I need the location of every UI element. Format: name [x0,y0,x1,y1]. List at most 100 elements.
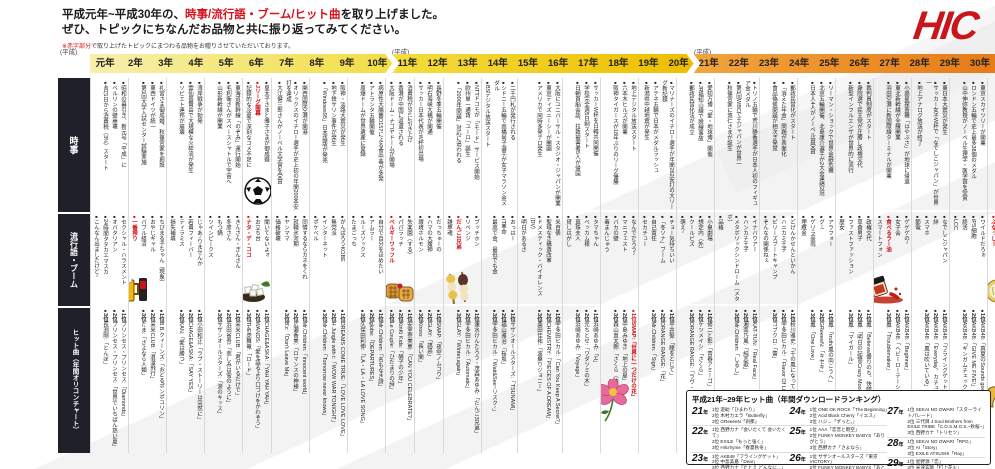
timeline-item: 一番搾り [130,214,138,304]
timeline-item: ファストファッション [846,214,854,304]
timeline-item: ツインピークス [206,214,214,304]
timeline-item: JR福知山線で脱線事故 [696,80,704,210]
ranking-song-line: 1位 西野カナ「会いたくて 会いたくて」 [712,427,786,439]
timeline-item: 2位AKB48:「Everyday、カチューシャ」 [931,308,939,451]
timeline-item: 1位速水けんたろう・茂森あゆみ:「だんご3兄弟」 [472,308,480,451]
year-header: 24年 [789,58,810,69]
cell-jiji: 礼宮さま御成婚、秋篠宮家を創設東西ドイツが統一第1回大学入試センター試験実施 [129,78,166,212]
timeline-item: がんばろうKOBE [338,214,346,304]
year-header: 9年 [339,58,355,69]
timeline-item: 1位嵐:「truth/風の向こうへ」 [826,308,834,451]
timeline-item: 皇太子さまと雅子さまが御成婚 [262,80,270,210]
year-column: 長野冬季五輪開催明石海峡大橋が開通サッカー日本代表がW杯初出場だっちゅーのハマの… [415,78,444,453]
timeline-item: 郵政民営化法が成立 [687,80,695,210]
timeline-item: 2位中島みゆき:「地上の星」 [620,308,628,451]
cell-jiji: 大阪にユニバーサル・スタジオ・ジャパンが開業東京ディズニーシーが開園アメリカで同… [518,78,562,212]
timeline-item: 品格 [716,214,724,304]
cell-jiji: サッカーW杯を日韓共同開催学校完全週5日制スタート日朝首脳会談、拉致被害者5人が… [563,78,600,212]
cell-hit: 1位SMAP:「夜空ノムコウ」2位GLAY:「誘惑」3位Kiroro:「長い間」 [415,306,443,451]
cell-hit: 1位CHAGE&ASKA:「YAH YAH YAH」2位WANDS:「愛を語るよ… [243,306,271,451]
timeline-item: ベルリンの壁崩壊 [110,80,118,210]
year-column: サッカーW杯を日韓共同開催学校完全週5日制スタート日朝首脳会談、拉致被害者5人が… [563,78,601,453]
ranking-songs: 1位 SEKAI NO OWARI「RPG」 2位 AI「Story」 3位 EXI… [907,439,973,456]
cell-hit: 1位Mr.Children:「innocent world」2位広瀬香美:「ロマ… [272,306,309,451]
cell-ryu: なでしこジャパン絆スマホ節電 [912,212,949,306]
intro-text: 平成元年~平成30年の、時事/流行語・ブーム/ヒット曲を取り上げました。 ぜひ、… [62,8,444,38]
year-header: 29年 [939,58,960,69]
ranking-column: 21年 1位 遊助「ひまわり」 2位 木村カエラ「Butterfly」 3位 GRee… [692,406,790,469]
cell-ryu: ブッチホンリベンジだんご3兄弟雑草魂 [444,212,481,306]
cell-hit: 1位Mr.Children:「名もなき詩」2位globe:「DEPARTURES… [348,306,385,451]
ranking-song-line: 3位 西野カナ「トリセツ」 [907,430,962,436]
timeline-item: 長野冬季五輪開催 [434,80,442,210]
cell-hit: 1位プリンセス・プリンセス:「Diamonds」2位プリンセス・プリンセス:「世… [91,306,128,451]
ranking-year: 26年 [789,452,806,464]
timeline-item: Jリーグ開幕 [253,80,261,210]
year-header: 8年 [309,58,325,69]
timeline-item: シドニー五輪で高橋尚子選手が女子マラソン金メダル [492,80,507,210]
timeline-item: ポケベル [311,214,319,304]
timeline-item: 1位B.B.クィーンズ:「おどるポンポコリン」 [157,308,165,451]
year-column: 東海道新幹線「のぞみ」運行開始毛利衛さんがスペースシャトルで宇宙へ山形新幹線が開… [205,78,243,453]
timeline-item: 真珠夫人 [573,214,581,304]
timeline-item: イナバウアー [750,214,758,304]
ranking-year: 27年 [887,406,904,417]
cell-hit: 1位嵐:「Believe/曇りのち、快晴」2位嵐:「明日の記憶/Crazy Mo… [836,306,873,451]
cell-ryu: 政権交代草食男子ファストファッション歴女 [836,212,873,306]
cell-ryu: だっちゅーのハマの大魔神環境ホルモン [415,212,443,306]
timeline-item: もつ鍋 [215,214,223,304]
timeline-item: 3位コブクロ:「蕾」 [770,308,778,451]
timeline-item: 2位globe:「DEPARTURES」 [367,308,375,451]
ranking-entry: 22年 1位 西野カナ「会いたくて 会いたくて」 2位 EXILE「もっと強く」 3位… [692,425,790,451]
ranking-year: 24年 [789,406,806,417]
timeline-item: 1位CHAGE&ASKA:「YAH YAH YAH」 [262,308,270,451]
ranking-song-line: 2位 米津玄師「打上花火」 [907,465,962,469]
download-ranking-title: 平成21年~29年ヒット曲（年間ダウンロードランキング） [692,395,886,404]
timeline-item: 大阪にユニバーサル・スタジオ・ジャパンが開業 [553,80,561,210]
timeline-item: ヤンママ [282,214,290,304]
ranking-song-line: 3位 GReeeeN「刹那」 [712,418,760,424]
timeline-item: たまごっち [349,214,357,304]
ranking-songs: 1位 星野源「恋」2位 米津玄師「打上花火」3位 ONE OK ROCK「Whe… [907,459,985,469]
cell-hit: 1位平井堅:「瞳をとじて」2位ORANGE RANGE:「花」3位Mr.Chil… [639,306,676,451]
ranking-year: 25年 [789,426,806,438]
timeline-item: 二千円札が発行される [508,80,516,210]
year-header: 30年 [969,58,990,69]
timeline-item: 節電 [913,214,921,304]
timeline-item: 2位GReeeeN:「キセキ」 [817,308,825,451]
cell-hit: 1位秋川雅史:「千の風になって」2位宇多田ヒカル:「Flavor Of Life… [760,306,797,451]
year-column: 消費税が5%に引き上げ香港が中国に返還される大阪ドーム・ナゴヤドームが開場失楽園… [386,78,415,453]
year-column: 裁判員制度がスタート衆院選で民主党が圧勝し政権交代新型インフルエンザが世界的に流… [836,78,874,453]
timeline-item: 「2000年問題」対応に追われる [454,80,462,210]
timeline-item: 萌え~ [678,214,686,304]
timeline-item: 3位サザンオールスターズ:「涙のキッス」 [215,308,223,451]
timeline-item: きんさん・ぎんさん [233,214,241,304]
timeline-item: 2位GLAY:「誘惑」 [425,308,433,451]
timeline-item: 1位秋川雅史:「千の風になって」 [788,308,796,451]
timeline-item: 3位嵐:「マイガール」 [846,308,854,451]
intro-line1-suffix: を取り上げました。 [340,9,445,21]
timeline-item: 2位浜田省吾:「悲しみは雪のように」 [224,308,232,451]
timeline-item: サッカー日本代表がW杯初出場 [416,80,424,210]
timeline-item: ベルギーワッフル [387,214,395,304]
year-header: 20年 [668,58,689,69]
year-column: 昭和の幕引き、新元号「平成」にベルリンの壁崩壊4月1日から消費税（3%）スタート… [90,78,129,453]
timeline-item: 4月1日から消費税（3%）スタート [101,80,109,210]
timeline-item: 原爆ドームが世界遺産に登録 [358,80,366,210]
nata-de-coco-icon [243,278,271,304]
cell-ryu: ワイルドだろぉiPS細胞終活LCC [950,212,987,306]
dango-skewer-icon [444,270,472,304]
timeline-item: 2位宇多田ヒカル:「Automatic」 [463,308,471,451]
timeline-item: 学校完全週5日制スタート [582,80,590,210]
cell-hit: 1位B.B.クィーンズ:「おどるポンポコリン」2位米米CLUB:「浪漫飛行」3位… [129,306,166,451]
year-bar-segment: 元年 2年 3年 4年 5年 6年 7年 8年 9年 10年 [90,54,392,73]
year-column: 関西国際空港が開港オリックスのイチロー選手が史上初の年間200本安打を達成大江健… [272,78,310,453]
year-column: 地上デジタル放送スタート六本木ヒルズが開業阪神タイガースが18年ぶりのリーグ優勝… [601,78,639,453]
year-column: 病原性大腸菌O157による食中毒が多発アトランタ五輪開催原爆ドームが世界遺産に登… [348,78,386,453]
year-header-bar: 元年 2年 3年 4年 5年 6年 7年 8年 9年 10年 11年 12年 13年 14年 15年 16年 1… [90,54,995,73]
timeline-item: 米百俵 [553,214,561,304]
cell-ryu: 聞いてないよォお立ち台ナタ・デ・ココ [243,212,271,306]
timeline-item: 若貴フィーバー [186,214,194,304]
timeline-item: 2位福山雅治:「桜坂」 [499,308,507,451]
